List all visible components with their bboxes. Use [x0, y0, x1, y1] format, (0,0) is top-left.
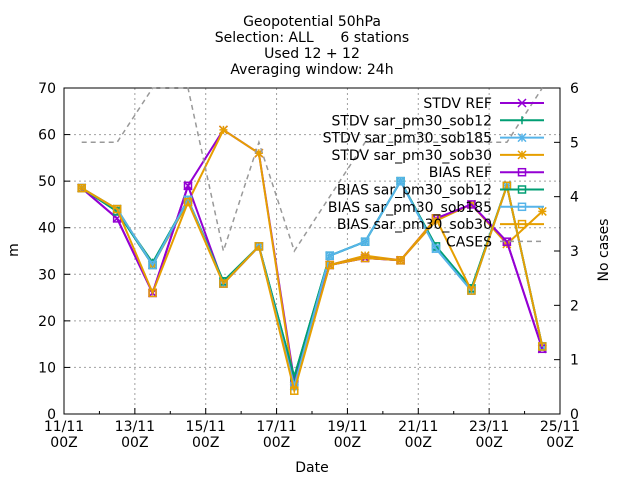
x-tick-label: 11/11: [44, 419, 84, 435]
y2-tick-label: 5: [570, 135, 579, 151]
y-tick-label: 30: [38, 267, 56, 283]
y-tick-label: 40: [38, 221, 56, 237]
x-tick-label: 13/11: [115, 419, 155, 435]
data-point: [517, 133, 527, 143]
tick-labels: 010203040506070012345611/1100Z13/1100Z15…: [38, 81, 580, 451]
series-line: [81, 179, 544, 391]
data-point: [517, 202, 527, 212]
data-point: [325, 251, 334, 260]
x-tick-label-sub: 00Z: [475, 435, 502, 451]
data-point: [537, 206, 547, 216]
data-point: [290, 386, 299, 395]
data-point: [254, 148, 264, 158]
series-layer: [77, 87, 547, 395]
x-tick-label: 25/11: [540, 419, 580, 435]
legend-label: STDV sar_pm30_sob30: [331, 148, 492, 164]
data-point: [517, 185, 527, 194]
legend-label: STDV sar_pm30_sob185: [323, 131, 492, 147]
x-tick-label-sub: 00Z: [334, 435, 361, 451]
legend-label: BIAS sar_pm30_sob30: [337, 217, 492, 233]
x-tick-label: 15/11: [186, 419, 226, 435]
y-tick-label: 60: [38, 128, 56, 144]
y-tick-label: 10: [38, 360, 56, 376]
data-point: [183, 181, 193, 191]
y2-tick-label: 1: [570, 353, 579, 369]
data-point: [538, 342, 547, 351]
x-tick-label-sub: 00Z: [546, 435, 573, 451]
title-line-4: Averaging window: 24h: [230, 62, 393, 78]
plot-frame: [63, 87, 561, 415]
data-point: [517, 98, 527, 108]
x-tick-label: 23/11: [469, 419, 509, 435]
y2-tick-label: 2: [570, 298, 579, 314]
legend-label: CASES: [446, 234, 492, 250]
data-point: [396, 256, 405, 265]
x-tick-label-sub: 00Z: [50, 435, 77, 451]
data-point: [77, 183, 86, 193]
data-point: [431, 244, 441, 253]
data-point: [219, 279, 228, 288]
data-point: [517, 150, 527, 160]
y2-tick-label: 6: [570, 81, 579, 97]
axes: [63, 87, 561, 415]
data-point: [431, 214, 441, 223]
x-tick-label: 19/11: [327, 419, 367, 435]
data-point: [148, 260, 157, 270]
data-point: [467, 200, 476, 209]
chart-title: Geopotential 50hPa Selection: ALL 6 stat…: [215, 14, 409, 78]
y2-tick-label: 4: [570, 190, 579, 206]
title-line-2: Selection: ALL 6 stations: [215, 30, 409, 46]
y2-axis-label: No cases: [596, 219, 612, 282]
data-point: [431, 216, 441, 226]
data-point: [360, 253, 370, 263]
y-tick-label: 70: [38, 81, 56, 97]
data-point: [517, 219, 527, 229]
title-line-1: Geopotential 50hPa: [243, 14, 381, 30]
series-line: [81, 182, 544, 395]
grid: [64, 88, 560, 414]
data-point: [218, 125, 228, 135]
legend-label: STDV sar_pm30_sob12: [331, 113, 492, 129]
data-point: [360, 237, 370, 246]
x-tick-label-sub: 00Z: [263, 435, 290, 451]
x-tick-label-sub: 00Z: [121, 435, 148, 451]
legend-label: STDV REF: [423, 96, 492, 112]
title-line-3: Used 12 + 12: [264, 46, 360, 62]
data-point: [148, 288, 157, 298]
y2-tick-label: 0: [570, 407, 579, 423]
data-point: [517, 167, 527, 177]
data-point: [112, 204, 122, 214]
x-tick-label-sub: 00Z: [192, 435, 219, 451]
legend-label: BIAS sar_pm30_sob12: [337, 183, 492, 199]
data-point: [467, 286, 476, 295]
y-tick-label: 0: [47, 407, 56, 423]
data-point: [396, 176, 405, 186]
data-point: [325, 260, 334, 270]
x-tick-label: 21/11: [398, 419, 438, 435]
y-tick-label: 20: [38, 314, 56, 330]
legend-label: BIAS sar_pm30_sob185: [328, 200, 492, 216]
y-axis-label: m: [6, 243, 22, 257]
data-point: [183, 197, 193, 207]
legend-label: BIAS REF: [429, 165, 492, 181]
data-point: [254, 242, 264, 251]
x-tick-label-sub: 00Z: [405, 435, 432, 451]
data-point: [518, 116, 526, 125]
series-7: [77, 181, 547, 395]
y2-tick-label: 3: [570, 244, 579, 260]
y-tick-label: 50: [38, 174, 56, 190]
x-tick-label: 17/11: [256, 419, 296, 435]
x-axis-label: Date: [295, 460, 328, 476]
data-point: [360, 251, 370, 261]
